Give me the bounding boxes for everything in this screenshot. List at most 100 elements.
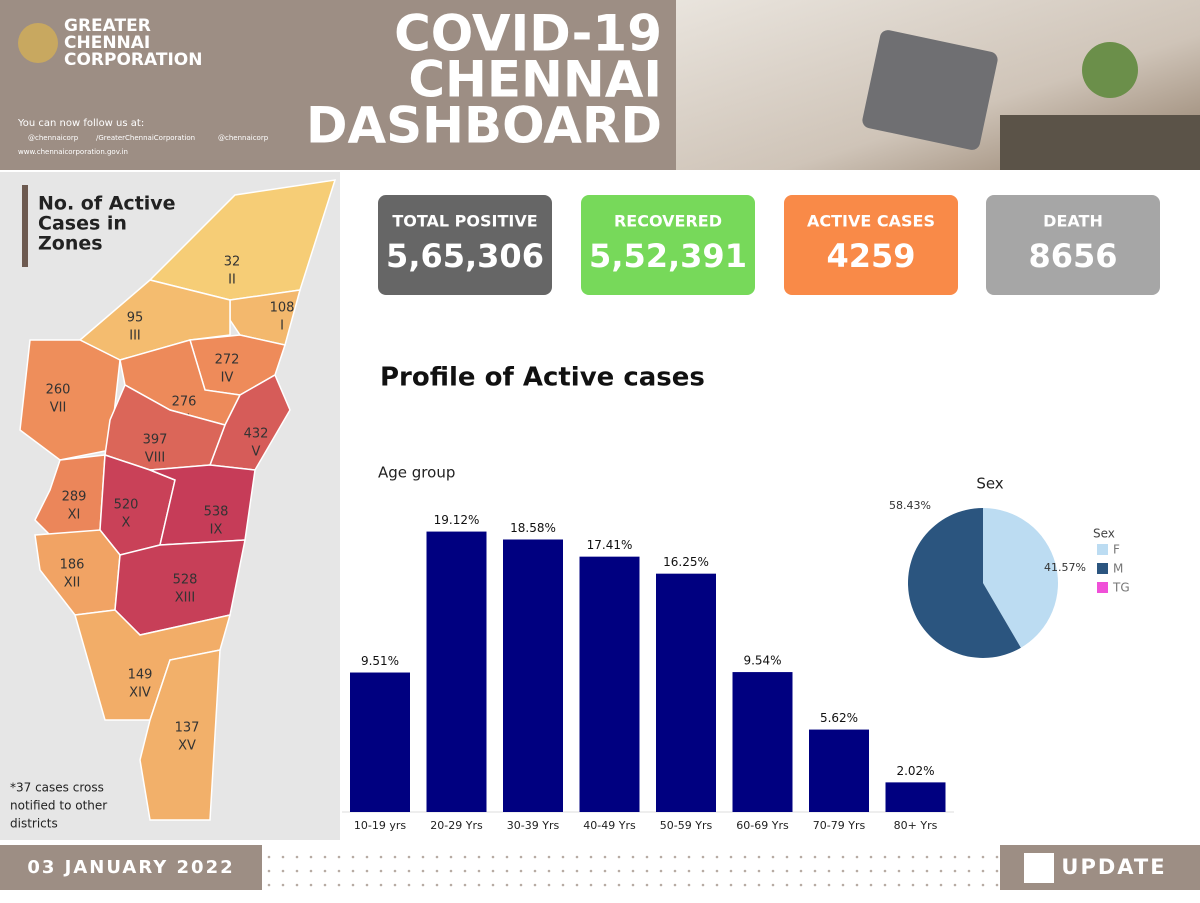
map-note: notified to other: [10, 799, 107, 813]
zone-cases: 108: [270, 301, 295, 316]
value-label: 2.02%: [896, 764, 934, 778]
x-tick-label: 30-39 Yrs: [507, 819, 560, 832]
zone-cases: 276: [172, 395, 197, 410]
zone-cases: 137: [175, 721, 200, 736]
bar: [579, 556, 640, 812]
zone-cases: 520: [114, 498, 139, 513]
value-label: 9.51%: [361, 654, 399, 668]
stat-card: [986, 195, 1160, 295]
x-tick-label: 50-59 Yrs: [660, 819, 713, 832]
zone-map: 32II108I95III272IV260VII276VI432V397VIII…: [19, 179, 337, 821]
zone-name: XV: [178, 739, 196, 754]
chart-title: Age group: [378, 464, 455, 482]
value-label: 17.41%: [587, 538, 633, 552]
stat-value: 5,65,306: [386, 237, 544, 275]
footer-dots: [262, 845, 1000, 890]
main-title: CHENNAI: [408, 51, 662, 109]
tablet-image: [862, 30, 998, 150]
map-title: Zones: [38, 233, 103, 255]
stat-label: RECOVERED: [614, 212, 722, 231]
zone-area: [19, 339, 121, 461]
zone-cases: 289: [62, 490, 87, 505]
x-tick-label: 60-69 Yrs: [736, 819, 789, 832]
x-tick-label: 70-79 Yrs: [813, 819, 866, 832]
zone-cases: 397: [143, 433, 168, 448]
map-title: Cases in: [38, 213, 127, 235]
update-label[interactable]: UPDATE: [1061, 855, 1166, 879]
zone-cases: 272: [215, 353, 240, 368]
bar: [426, 531, 487, 812]
x-tick-label: 10-19 yrs: [354, 819, 406, 832]
logo: [18, 23, 58, 63]
value-label: 18.58%: [510, 521, 556, 535]
zone-name: I: [280, 319, 284, 334]
chart-title: Sex: [976, 475, 1003, 493]
stat-value: 8656: [1028, 237, 1117, 275]
org-name: CHENNAI: [64, 33, 150, 53]
org-name: GREATER: [64, 16, 151, 36]
zone-cases: 186: [60, 558, 85, 573]
map-title-bar: [22, 185, 28, 267]
legend-title: Sex: [1093, 527, 1115, 541]
value-label: 9.54%: [743, 654, 781, 668]
bar: [656, 573, 716, 812]
follow-text: You can now follow us at:: [17, 118, 144, 129]
zone-name: V: [252, 445, 261, 460]
zone-name: XIII: [175, 591, 195, 606]
value-label: 19.12%: [434, 513, 480, 527]
legend-swatch: [1097, 563, 1108, 574]
section-title: Profile of Active cases: [380, 363, 705, 393]
map-note: *37 cases cross: [10, 781, 104, 795]
pie-slice: [983, 508, 1059, 648]
map-title: No. of Active: [38, 193, 176, 215]
zone-cases: 538: [204, 505, 229, 520]
x-tick-label: 80+ Yrs: [894, 819, 938, 832]
update-icon: [1024, 853, 1054, 883]
social-handle: @chennaicorp: [28, 134, 79, 142]
zone-name: III: [129, 329, 141, 344]
zone-name: XI: [68, 508, 81, 523]
stat-card: [378, 195, 552, 295]
zone-name: II: [228, 273, 236, 288]
zone-name: IX: [210, 523, 223, 538]
legend-swatch: [1097, 544, 1108, 555]
legend-swatch: [1097, 582, 1108, 593]
zone-name: VII: [50, 401, 67, 416]
bar: [350, 672, 410, 812]
stat-label: ACTIVE CASES: [807, 212, 935, 231]
main-title: COVID-19: [394, 5, 662, 63]
zone-name: IV: [221, 371, 234, 386]
zone-cases: 260: [46, 383, 71, 398]
bar: [809, 729, 869, 812]
books-image: [1000, 115, 1200, 170]
bar: [885, 782, 946, 812]
stat-value: 4259: [826, 237, 915, 275]
map-note: districts: [10, 817, 58, 831]
stat-label: TOTAL POSITIVE: [392, 212, 537, 231]
zone-name: XII: [64, 576, 81, 591]
x-tick-label: 40-49 Yrs: [583, 819, 636, 832]
value-label: 16.25%: [663, 555, 709, 569]
footer-date: 03 JANUARY 2022: [27, 857, 234, 878]
x-tick-label: 20-29 Yrs: [430, 819, 483, 832]
main-title: DASHBOARD: [306, 97, 662, 155]
value-label: 5.62%: [820, 711, 858, 725]
zone-area: [139, 649, 221, 821]
legend-label: M: [1113, 562, 1123, 576]
bar: [503, 539, 563, 812]
zone-name: VIII: [145, 451, 165, 466]
zone-cases: 149: [128, 668, 153, 683]
zone-cases: 32: [224, 255, 241, 270]
zone-name: X: [122, 516, 131, 531]
zone-cases: 528: [173, 573, 198, 588]
legend-label: TG: [1112, 581, 1130, 595]
value-label: 41.57%: [1044, 561, 1086, 574]
legend-label: F: [1113, 543, 1120, 557]
social-handle: @chennaicorp: [218, 134, 269, 142]
social-handle: /GreaterChennaiCorporation: [96, 134, 195, 142]
zone-name: XIV: [129, 686, 151, 701]
value-label: 58.43%: [889, 499, 931, 512]
zone-cases: 95: [127, 311, 144, 326]
stat-label: DEATH: [1043, 212, 1103, 231]
